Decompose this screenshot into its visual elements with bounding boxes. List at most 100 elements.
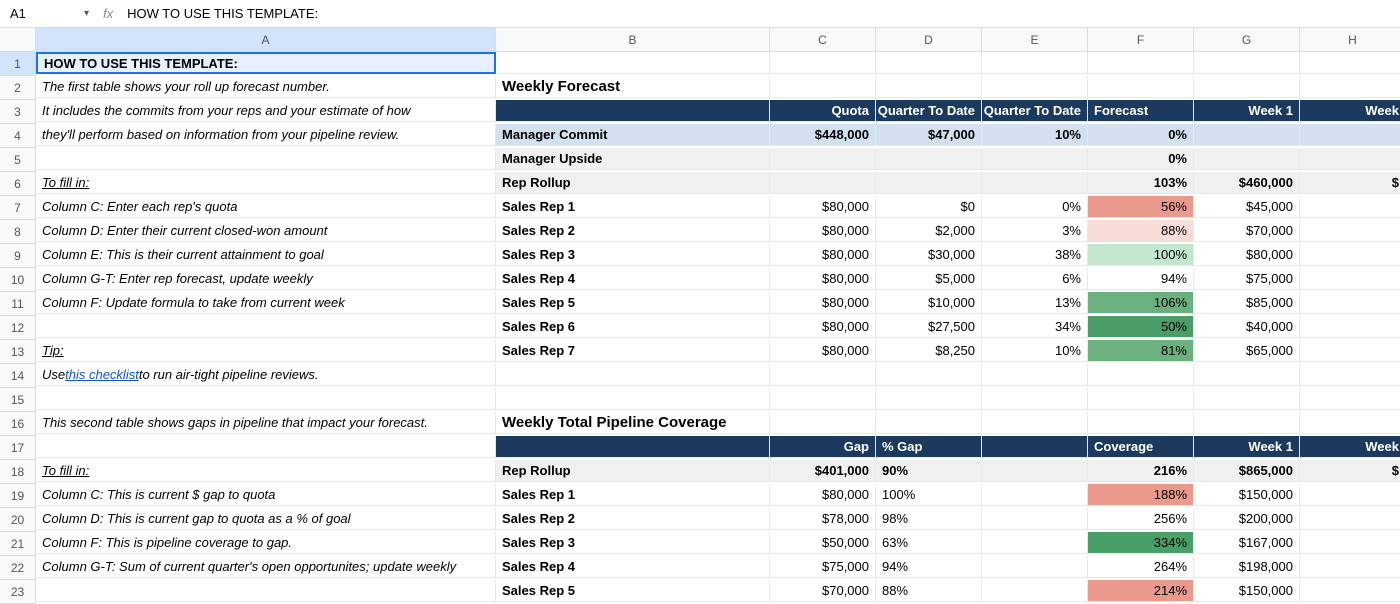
cell-h21[interactable] — [1300, 532, 1400, 554]
cell-g1[interactable] — [1194, 52, 1300, 74]
cell-a19[interactable]: Column C: This is current $ gap to quota — [36, 484, 496, 506]
cell-g11[interactable]: $85,000 — [1194, 292, 1300, 314]
cell-h4[interactable] — [1300, 124, 1400, 146]
cell-g22[interactable]: $198,000 — [1194, 556, 1300, 578]
cell-g16[interactable] — [1194, 412, 1300, 434]
cell-d5[interactable] — [876, 148, 982, 170]
cell-b6[interactable]: Rep Rollup — [496, 172, 770, 194]
cell-g20[interactable]: $200,000 — [1194, 508, 1300, 530]
cell-g15[interactable] — [1194, 388, 1300, 410]
cell-a9[interactable]: Column E: This is their current attainme… — [36, 244, 496, 266]
row-header-12[interactable]: 12 — [0, 316, 36, 340]
cell-f20[interactable]: 256% — [1088, 508, 1194, 530]
cell-ref-dropdown-icon[interactable]: ▾ — [84, 8, 89, 19]
cell-d21[interactable]: 63% — [876, 532, 982, 554]
row-header-20[interactable]: 20 — [0, 508, 36, 532]
row-header-7[interactable]: 7 — [0, 196, 36, 220]
formula-input[interactable] — [127, 6, 1394, 21]
cell-b14[interactable] — [496, 364, 770, 386]
cell-h3[interactable]: Week — [1300, 100, 1400, 122]
cell-c19[interactable]: $80,000 — [770, 484, 876, 506]
cell-e22[interactable] — [982, 556, 1088, 578]
cell-a23[interactable] — [36, 580, 496, 602]
cell-d19[interactable]: 100% — [876, 484, 982, 506]
cell-d17[interactable]: % Gap — [876, 436, 982, 458]
cell-a16[interactable]: This second table shows gaps in pipeline… — [36, 412, 496, 434]
cell-a22[interactable]: Column G-T: Sum of current quarter's ope… — [36, 556, 496, 578]
cell-d4[interactable]: $47,000 — [876, 124, 982, 146]
col-header-h[interactable]: H — [1300, 28, 1400, 52]
cell-d20[interactable]: 98% — [876, 508, 982, 530]
cell-f1[interactable] — [1088, 52, 1194, 74]
cell-f19[interactable]: 188% — [1088, 484, 1194, 506]
col-header-d[interactable]: D — [876, 28, 982, 52]
cell-c20[interactable]: $78,000 — [770, 508, 876, 530]
row-header-14[interactable]: 14 — [0, 364, 36, 388]
cell-b21[interactable]: Sales Rep 3 — [496, 532, 770, 554]
cell-b19[interactable]: Sales Rep 1 — [496, 484, 770, 506]
cell-e8[interactable]: 3% — [982, 220, 1088, 242]
cell-h14[interactable] — [1300, 364, 1400, 386]
row-header-18[interactable]: 18 — [0, 460, 36, 484]
row-header-13[interactable]: 13 — [0, 340, 36, 364]
cell-b5[interactable]: Manager Upside — [496, 148, 770, 170]
row-header-10[interactable]: 10 — [0, 268, 36, 292]
cell-c1[interactable] — [770, 52, 876, 74]
cell-a13[interactable]: Tip: — [36, 340, 496, 362]
cell-g3[interactable]: Week 1 — [1194, 100, 1300, 122]
cell-g9[interactable]: $80,000 — [1194, 244, 1300, 266]
cell-e5[interactable] — [982, 148, 1088, 170]
cell-a11[interactable]: Column F: Update formula to take from cu… — [36, 292, 496, 314]
cell-f8[interactable]: 88% — [1088, 220, 1194, 242]
cell-b13[interactable]: Sales Rep 7 — [496, 340, 770, 362]
cell-c11[interactable]: $80,000 — [770, 292, 876, 314]
cell-b10[interactable]: Sales Rep 4 — [496, 268, 770, 290]
cell-b20[interactable]: Sales Rep 2 — [496, 508, 770, 530]
cell-h8[interactable] — [1300, 220, 1400, 242]
cell-d23[interactable]: 88% — [876, 580, 982, 602]
cell-d22[interactable]: 94% — [876, 556, 982, 578]
cell-b16[interactable]: Weekly Total Pipeline Coverage — [496, 412, 770, 434]
cell-h10[interactable] — [1300, 268, 1400, 290]
cell-b18[interactable]: Rep Rollup — [496, 460, 770, 482]
cell-e2[interactable] — [982, 76, 1088, 98]
cell-e20[interactable] — [982, 508, 1088, 530]
cell-c9[interactable]: $80,000 — [770, 244, 876, 266]
cell-f18[interactable]: 216% — [1088, 460, 1194, 482]
cell-f2[interactable] — [1088, 76, 1194, 98]
cell-f11[interactable]: 106% — [1088, 292, 1194, 314]
cell-e12[interactable]: 34% — [982, 316, 1088, 338]
cell-a7[interactable]: Column C: Enter each rep's quota — [36, 196, 496, 218]
cell-c7[interactable]: $80,000 — [770, 196, 876, 218]
cell-g23[interactable]: $150,000 — [1194, 580, 1300, 602]
cell-a8[interactable]: Column D: Enter their current closed-won… — [36, 220, 496, 242]
row-header-22[interactable]: 22 — [0, 556, 36, 580]
cell-d10[interactable]: $5,000 — [876, 268, 982, 290]
cell-e3[interactable]: % Quarter To Date — [982, 100, 1088, 122]
cell-h17[interactable]: Week — [1300, 436, 1400, 458]
cell-d3[interactable]: $ Quarter To Date — [876, 100, 982, 122]
cell-h13[interactable] — [1300, 340, 1400, 362]
cell-g8[interactable]: $70,000 — [1194, 220, 1300, 242]
cell-b3[interactable] — [496, 100, 770, 122]
cell-c21[interactable]: $50,000 — [770, 532, 876, 554]
cell-b23[interactable]: Sales Rep 5 — [496, 580, 770, 602]
row-header-4[interactable]: 4 — [0, 124, 36, 148]
select-all-corner[interactable] — [0, 28, 36, 52]
cell-e15[interactable] — [982, 388, 1088, 410]
cell-f5[interactable]: 0% — [1088, 148, 1194, 170]
cell-c18[interactable]: $401,000 — [770, 460, 876, 482]
cell-d13[interactable]: $8,250 — [876, 340, 982, 362]
cell-f10[interactable]: 94% — [1088, 268, 1194, 290]
cell-g6[interactable]: $460,000 — [1194, 172, 1300, 194]
cell-a4[interactable]: they'll perform based on information fro… — [36, 124, 496, 146]
cell-d18[interactable]: 90% — [876, 460, 982, 482]
row-header-5[interactable]: 5 — [0, 148, 36, 172]
cell-h22[interactable] — [1300, 556, 1400, 578]
row-header-2[interactable]: 2 — [0, 76, 36, 100]
row-header-15[interactable]: 15 — [0, 388, 36, 412]
cell-a15[interactable] — [36, 388, 496, 410]
cell-d15[interactable] — [876, 388, 982, 410]
cell-a20[interactable]: Column D: This is current gap to quota a… — [36, 508, 496, 530]
cell-a18[interactable]: To fill in: — [36, 460, 496, 482]
